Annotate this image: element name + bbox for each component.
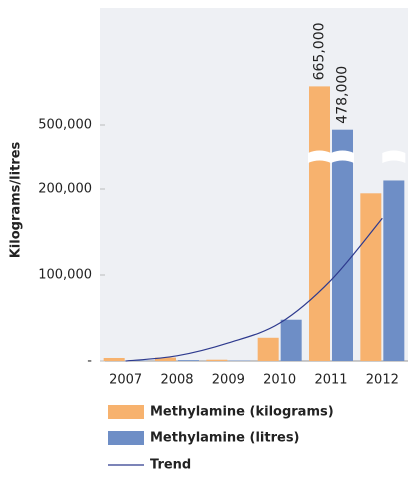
plot-area [100,8,408,361]
data-label: 478,000 [335,66,351,124]
bar [206,359,228,361]
bar [280,319,302,361]
y-tick-label: - [87,354,92,369]
x-tick-label: 2008 [160,373,193,388]
bar [257,337,279,361]
x-tick-label: 2011 [314,373,347,388]
bar [178,360,199,361]
bar [103,357,125,361]
bar [360,193,382,361]
y-tick-label: 100,000 [38,268,92,283]
legend-label: Methylamine (litres) [150,431,300,446]
bar [332,129,353,361]
legend-label: Methylamine (kilograms) [150,405,334,420]
legend-swatch [108,405,144,419]
y-tick-label: 500,000 [38,118,92,133]
axis-break [331,150,354,163]
trend-line [125,217,383,362]
x-tick-label: 2010 [263,373,296,388]
bar [383,180,405,361]
x-tick-label: 2012 [366,373,399,388]
x-tick-label: 2009 [212,373,245,388]
y-tick-label: 200,000 [38,182,92,197]
legend-label: Trend [150,458,191,473]
y-axis-title: Kilograms/litres [9,141,24,258]
bar [155,357,176,361]
x-tick-label: 2007 [109,373,142,388]
data-label: 665,000 [312,22,328,80]
axis-break [382,150,406,163]
axis-break [308,150,331,163]
legend-swatch [108,431,144,445]
bar [309,86,330,361]
